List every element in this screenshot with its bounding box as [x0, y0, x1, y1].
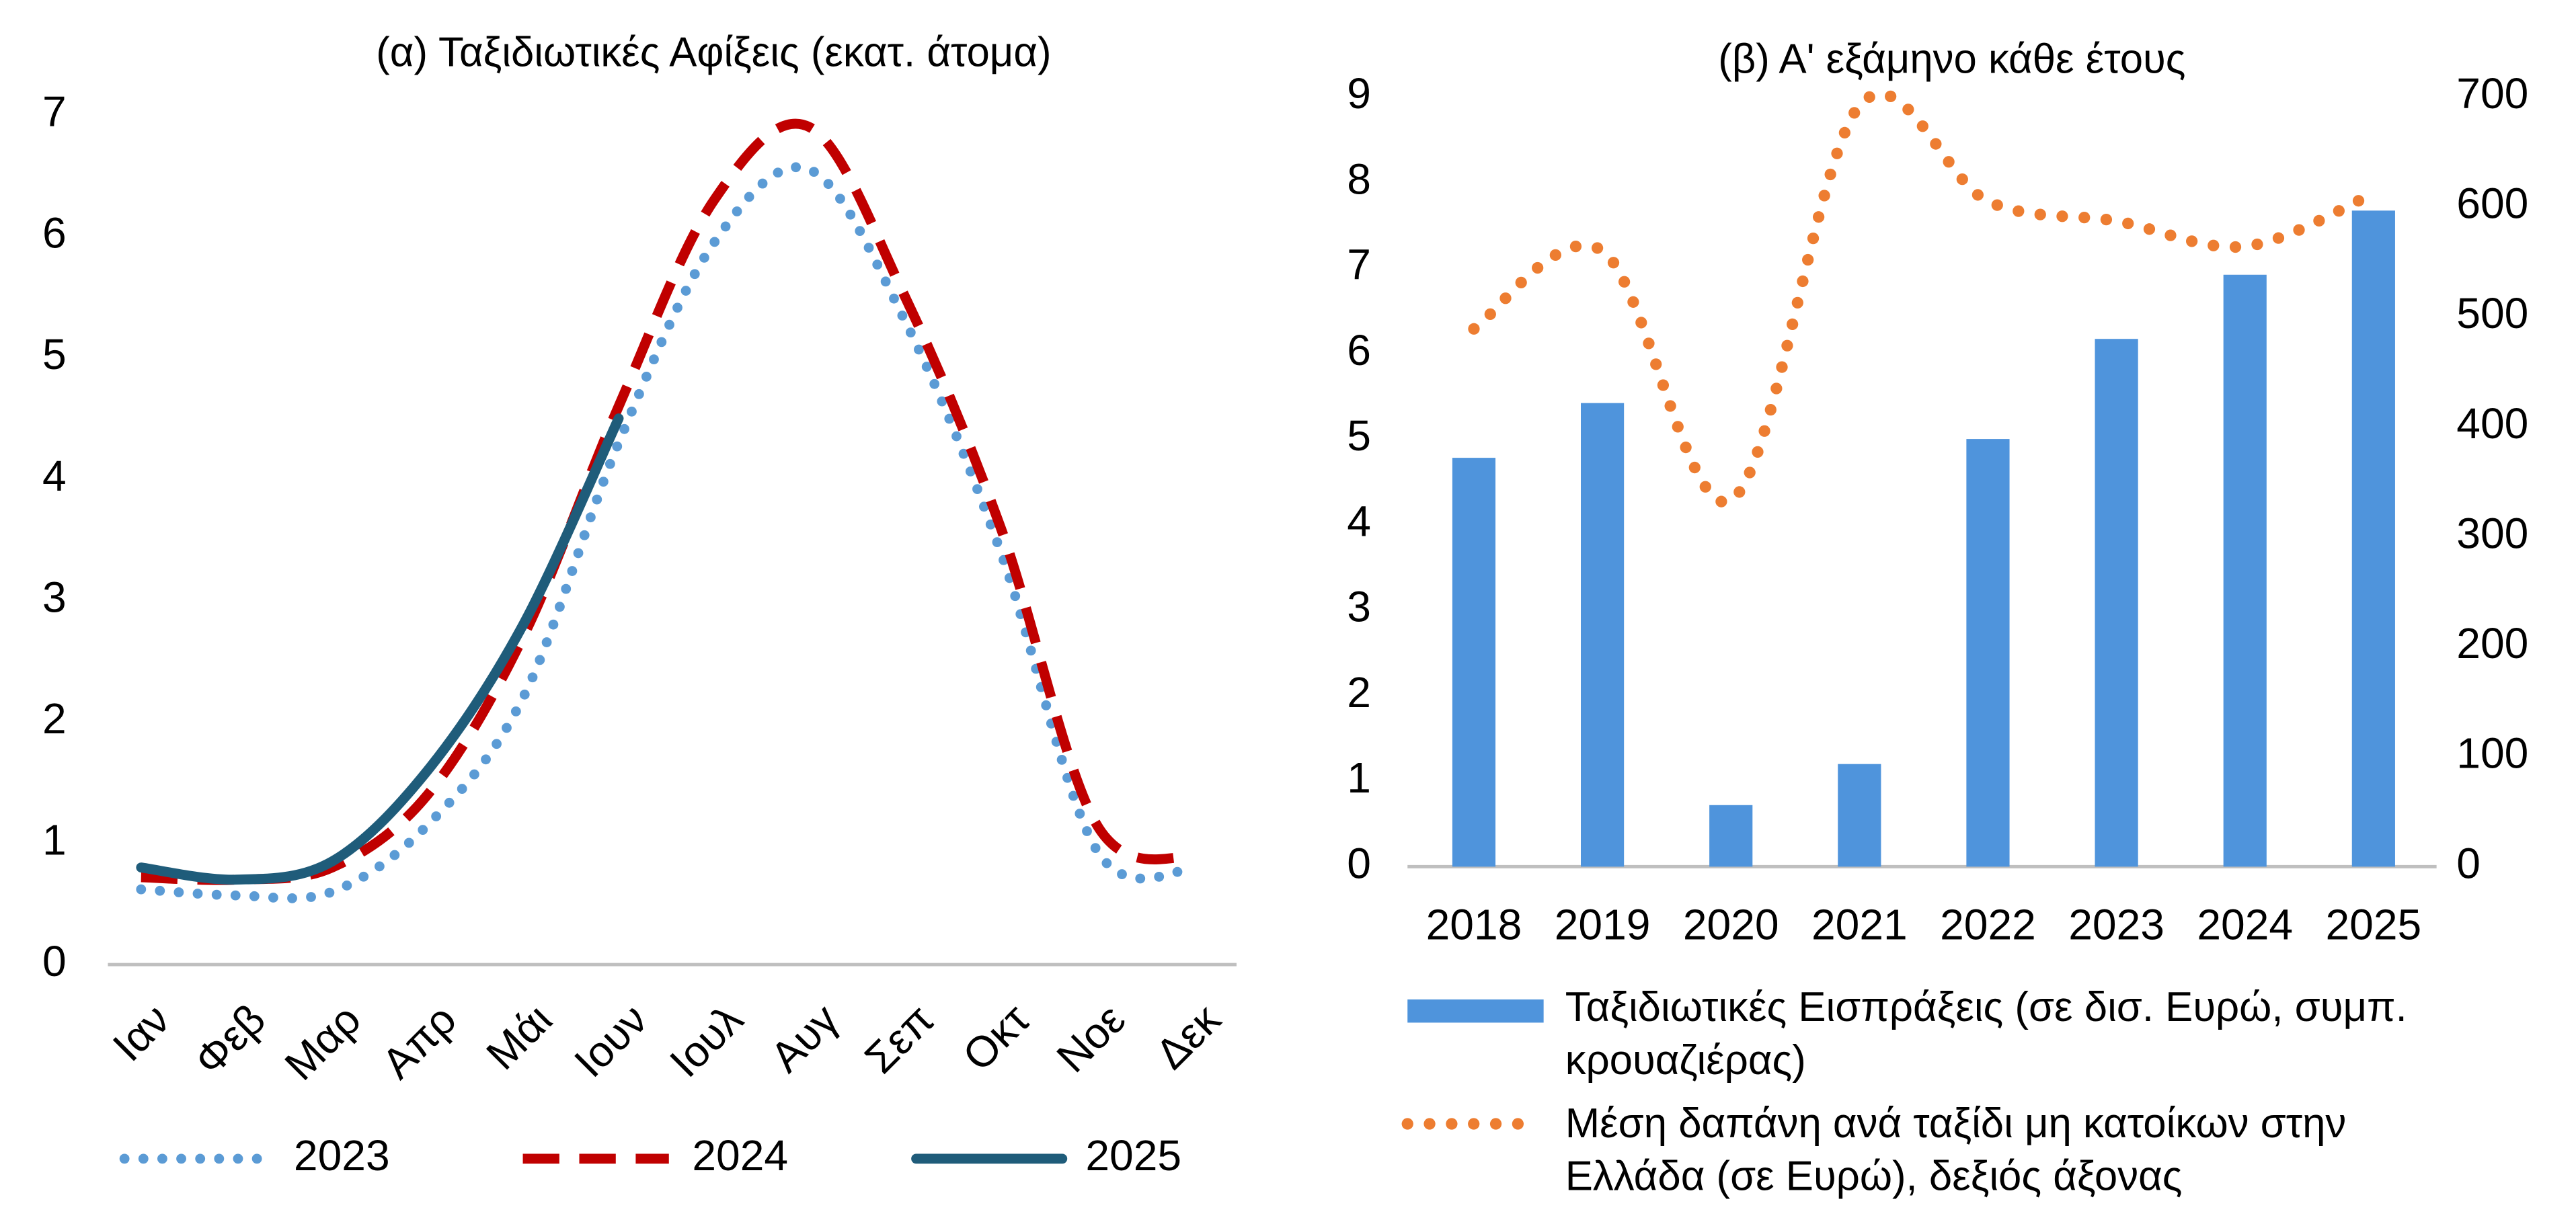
legend-label: Μέση δαπάνη ανά ταξίδι μη κατοίκων στην … [1565, 1100, 2347, 1200]
line-series [136, 413, 624, 885]
legend-label: Ταξιδιωτικές Εισπράξεις (σε δισ. Ευρώ, σ… [1565, 984, 2407, 1084]
y-tick-label: 7 [42, 87, 67, 136]
y-tick-label: 8 [1347, 155, 1371, 203]
y-tick-label: 9 [1347, 69, 1371, 118]
y-tick-label: 5 [1347, 411, 1371, 460]
y-tick-label: 1 [1347, 753, 1371, 802]
bar [2223, 274, 2267, 867]
y-tick-label: 7 [1347, 241, 1371, 289]
y-tick-label: 0 [42, 937, 67, 985]
legend-label: 2025 [1085, 1131, 1181, 1180]
y-tick-label: 3 [1347, 583, 1371, 631]
y-tick-label: 5 [42, 330, 67, 378]
legend-swatch [1407, 999, 1544, 1023]
chart-title: (α) Ταξιδιωτικές Αφίξεις (εκατ. άτομα) [376, 30, 1051, 76]
x-tick-label: Ιαν [104, 995, 179, 1070]
y2-tick-label: 300 [2456, 509, 2528, 557]
y2-tick-label: 500 [2456, 289, 2528, 337]
bar [1966, 439, 2010, 867]
x-tick-label: 2022 [1940, 901, 2036, 949]
x-tick-label: Απρ [373, 995, 465, 1088]
y2-tick-label: 700 [2456, 69, 2528, 118]
bar [1452, 458, 1496, 867]
x-tick-label: 2025 [2325, 901, 2421, 949]
bar [2095, 339, 2138, 867]
y2-tick-label: 0 [2456, 839, 2481, 887]
x-tick-label: Νοε [1048, 995, 1134, 1082]
line-series [136, 162, 1197, 903]
x-tick-label: Οκτ [953, 995, 1039, 1080]
x-tick-label: 2019 [1555, 901, 1651, 949]
y-tick-label: 6 [1347, 326, 1371, 374]
y2-tick-label: 100 [2456, 729, 2528, 778]
y-tick-label: 2 [42, 694, 67, 743]
x-tick-label: Ιουν [565, 995, 656, 1086]
y-tick-label: 4 [42, 452, 67, 500]
x-tick-label: Δεκ [1146, 994, 1231, 1078]
bar [1581, 403, 1625, 867]
x-tick-label: Ιουλ [660, 995, 752, 1086]
x-tick-label: Αυγ [761, 995, 848, 1082]
legend-label: 2024 [692, 1131, 788, 1180]
x-tick-label: 2021 [1811, 901, 1908, 949]
chart-title: (β) Α' εξάμηνο κάθε έτους [1718, 36, 2185, 83]
y-tick-label: 1 [42, 815, 67, 864]
y-tick-label: 4 [1347, 497, 1371, 545]
line-series [141, 118, 1194, 885]
x-tick-label: Μάι [477, 995, 561, 1079]
y2-tick-label: 600 [2456, 179, 2528, 228]
y-tick-label: 3 [42, 573, 67, 621]
x-tick-label: 2018 [1426, 901, 1522, 949]
legend-label: 2023 [294, 1131, 390, 1180]
legend-text: Ταξιδιωτικές Εισπράξεις (σε δισ. Ευρώ, σ… [1565, 984, 2407, 1084]
x-tick-label: 2023 [2068, 901, 2164, 949]
x-tick-label: Φεβ [185, 995, 274, 1084]
y2-tick-label: 400 [2456, 399, 2528, 448]
x-tick-label: 2020 [1683, 901, 1779, 949]
bar [1709, 805, 1753, 867]
x-tick-label: Μαρ [276, 995, 370, 1090]
x-tick-label: Σεπ [855, 995, 943, 1082]
y-tick-label: 0 [1347, 839, 1371, 887]
y-tick-label: 2 [1347, 668, 1371, 717]
line-series [1468, 88, 2380, 508]
y-tick-label: 6 [42, 209, 67, 257]
bar [1838, 764, 1881, 867]
x-tick-label: 2024 [2197, 901, 2293, 949]
y2-tick-label: 200 [2456, 619, 2528, 667]
legend-text: Μέση δαπάνη ανά ταξίδι μη κατοίκων στην … [1565, 1100, 2347, 1200]
bar [2351, 210, 2395, 867]
